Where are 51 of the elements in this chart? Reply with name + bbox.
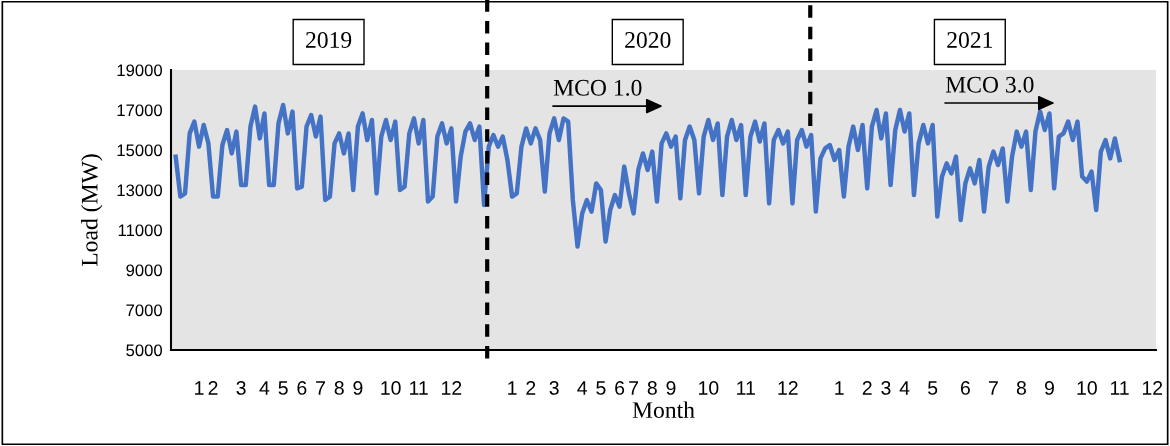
- x-tick-label: 6: [960, 381, 970, 395]
- x-tick-label: 12: [1142, 381, 1163, 395]
- x-tick-label: 4: [259, 381, 270, 395]
- y-tick-label: 17000: [117, 104, 163, 117]
- annotation: MCO 3.0: [945, 76, 1034, 93]
- x-tick-label: 10: [381, 381, 401, 395]
- x-tick-label: 10: [699, 381, 719, 395]
- x-tick-label: 12: [442, 381, 462, 395]
- x-tick-label: 5: [278, 381, 288, 395]
- y-axis-title: Load (MW): [81, 154, 103, 267]
- x-tick-label: 9: [666, 381, 676, 395]
- y-tick-label: 11000: [118, 224, 163, 237]
- x-tick-label: 11: [1110, 381, 1129, 395]
- x-tick-label: 5: [928, 381, 938, 395]
- x-tick-label: 7: [629, 381, 639, 395]
- annotation: MCO 1.0: [553, 79, 642, 96]
- x-tick-label: 2: [208, 381, 218, 395]
- x-tick-label: 3: [549, 381, 559, 395]
- x-tick-label: 12: [778, 381, 798, 395]
- x-tick-label: 4: [577, 381, 588, 395]
- x-tick-label: 1: [195, 381, 204, 395]
- x-tick-label: 2: [862, 381, 872, 395]
- x-tick-label: 8: [1016, 381, 1026, 395]
- x-tick-label: 7: [316, 381, 325, 395]
- x-tick-label: 8: [334, 381, 344, 395]
- x-tick-label: 5: [596, 381, 606, 395]
- y-tick-label: 5000: [126, 344, 163, 357]
- y-tick-label: 15000: [117, 144, 163, 157]
- text: 2019: [306, 31, 352, 48]
- x-tick-label: 8: [647, 381, 657, 395]
- x-tick-label: 3: [236, 381, 246, 395]
- y-tick-label: 19000: [117, 64, 163, 77]
- y-tick-label: 7000: [126, 304, 163, 317]
- x-tick-label: 1: [835, 381, 844, 395]
- x-tick-label: 6: [297, 381, 307, 395]
- x-tick-label: 2: [526, 381, 536, 395]
- x-tick-label: 4: [899, 381, 910, 395]
- x-tick-label: 11: [410, 381, 428, 395]
- text: 2020: [625, 31, 671, 48]
- x-tick-label: 9: [353, 381, 363, 395]
- x-tick-label: 11: [737, 381, 755, 395]
- x-tick-label: 1: [508, 381, 517, 395]
- text: 2021: [947, 31, 993, 48]
- x-tick-label: 10: [1077, 381, 1097, 395]
- x-tick-label: 6: [615, 381, 625, 395]
- y-tick-label: 13000: [117, 184, 163, 197]
- x-tick-label: 9: [1044, 381, 1054, 395]
- x-tick-label: 3: [881, 381, 891, 395]
- x-axis-title: Month: [632, 401, 695, 419]
- x-tick-label: 7: [988, 381, 998, 395]
- y-tick-label: 9000: [126, 264, 163, 277]
